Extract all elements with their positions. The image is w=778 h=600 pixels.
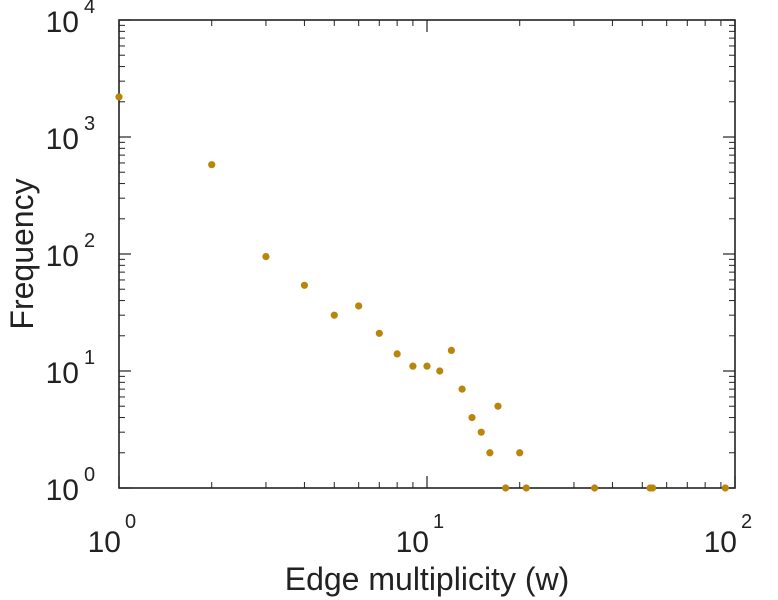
data-point <box>115 93 123 101</box>
data-point <box>355 302 363 310</box>
major-ticks <box>118 19 736 489</box>
y-tick-label: 10 2 <box>46 230 96 273</box>
data-point <box>522 484 530 492</box>
y-tick-base: 10 <box>46 357 79 390</box>
y-tick-exponent: 4 <box>84 0 95 18</box>
data-point <box>648 484 657 492</box>
y-tick-label: 10 3 <box>46 113 96 156</box>
data-point <box>423 362 431 370</box>
data-point <box>477 428 485 436</box>
data-point <box>436 367 444 375</box>
data-point <box>516 449 524 457</box>
y-tick-label: 10 1 <box>46 347 96 390</box>
x-tick-base: 10 <box>704 526 737 559</box>
x-axis-title: Edge multiplicity (w) <box>285 561 570 597</box>
data-point <box>502 484 510 492</box>
x-tick-exponent: 1 <box>433 511 444 533</box>
data-point <box>300 281 309 289</box>
data-point <box>458 385 466 393</box>
data-point <box>721 484 729 492</box>
y-tick-base: 10 <box>46 6 79 39</box>
y-tick-exponent: 3 <box>84 113 95 135</box>
y-axis-title: Frequency <box>4 178 40 329</box>
y-tick-label: 10 4 <box>46 0 96 39</box>
y-tick-exponent: 0 <box>84 464 95 486</box>
x-tick-exponent: 2 <box>741 511 752 533</box>
y-tick-base: 10 <box>46 474 79 507</box>
data-points <box>115 93 729 492</box>
y-tick-base: 10 <box>46 123 79 156</box>
x-tick-base: 10 <box>396 526 429 559</box>
data-point <box>393 350 401 358</box>
x-tick-label: 102 <box>704 511 753 559</box>
data-point <box>468 413 476 422</box>
y-tick-label: 10 0 <box>46 464 96 507</box>
data-point <box>590 484 599 492</box>
minor-ticks <box>119 20 735 488</box>
data-point <box>494 402 502 410</box>
data-point <box>208 161 216 169</box>
data-point <box>409 362 417 370</box>
y-tick-exponent: 2 <box>84 230 95 252</box>
x-tick-exponent: 0 <box>125 511 136 533</box>
data-point <box>375 329 383 337</box>
data-point <box>330 311 338 319</box>
y-tick-exponent: 1 <box>84 347 95 369</box>
data-point <box>262 253 270 261</box>
x-tick-base: 10 <box>88 526 121 559</box>
x-tick-label: 100 <box>88 511 137 559</box>
plot-frame <box>118 19 736 489</box>
y-tick-base: 10 <box>46 240 79 273</box>
data-point <box>486 449 494 457</box>
data-point <box>447 346 455 354</box>
x-tick-label: 101 <box>396 511 445 559</box>
